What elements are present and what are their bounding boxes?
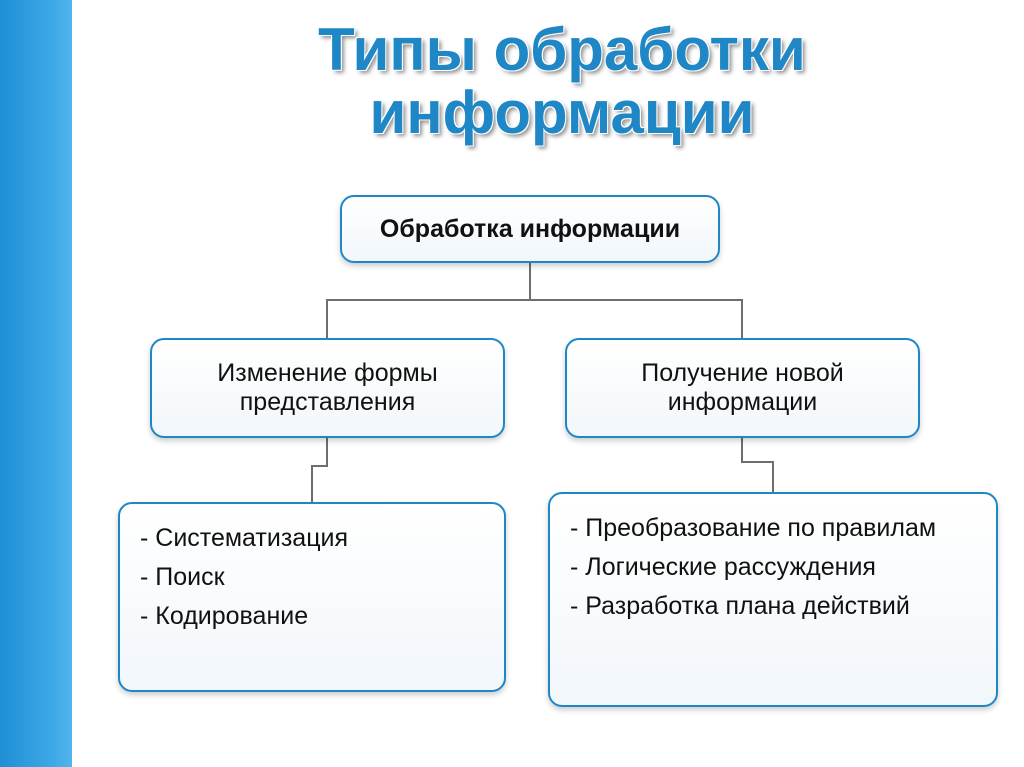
title-line-2: информации [370, 79, 755, 146]
node-left-leaf: - Систематизация - Поиск - Кодирование [118, 502, 506, 692]
list-item: - Кодирование [140, 602, 490, 631]
list-item: - Поиск [140, 563, 490, 592]
list-item: - Разработка плана действий [570, 592, 982, 621]
node-left-label: Изменение формы представления [166, 359, 489, 417]
node-root: Обработка информации [340, 195, 720, 263]
node-right-label: Получение новой информации [581, 359, 904, 417]
slide: Типы обработки информации Обработка инфо… [0, 0, 1024, 767]
node-right-leaf-list: - Преобразование по правилам - Логически… [564, 504, 982, 631]
slide-title: Типы обработки информации [120, 18, 1004, 144]
node-root-label: Обработка информации [356, 215, 704, 244]
title-line-1: Типы обработки [318, 16, 806, 83]
sidebar-decoration [0, 0, 72, 767]
node-right: Получение новой информации [565, 338, 920, 438]
node-right-leaf: - Преобразование по правилам - Логически… [548, 492, 998, 707]
node-left-leaf-list: - Систематизация - Поиск - Кодирование [134, 514, 490, 641]
list-item: - Логические рассуждения [570, 553, 982, 582]
list-item: - Преобразование по правилам [570, 514, 982, 543]
list-item: - Систематизация [140, 524, 490, 553]
node-left: Изменение формы представления [150, 338, 505, 438]
